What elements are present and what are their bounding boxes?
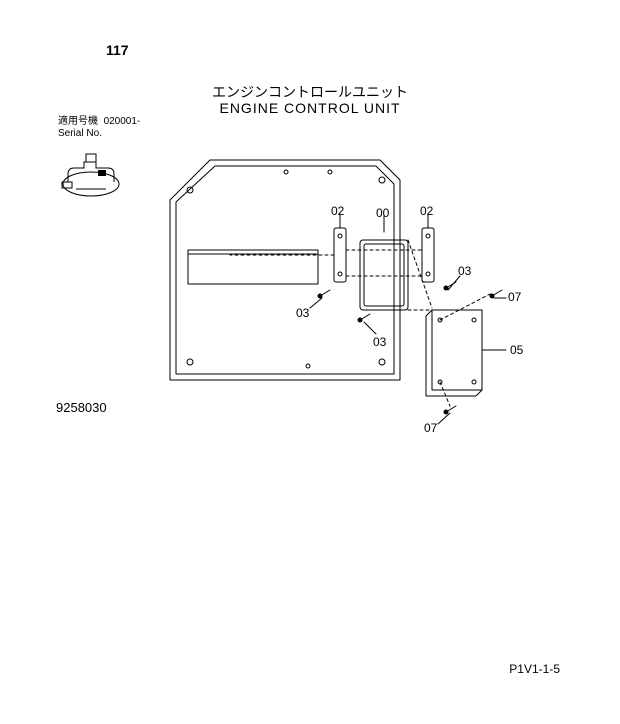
serial-value: 020001- [104,116,141,127]
callout-03b: 03 [373,336,386,348]
callout-07b: 07 [424,422,437,434]
serial-label-en: Serial No. [58,128,102,139]
page-code: P1V1-1-5 [509,662,560,676]
title-japanese: エンジンコントロールユニット [212,82,408,102]
callout-00: 00 [376,207,389,219]
callout-02a: 02 [331,205,344,217]
callout-05: 05 [510,344,523,356]
callout-07a: 07 [508,291,521,303]
title-english: ENGINE CONTROL UNIT [219,100,400,116]
callout-03a: 03 [296,307,309,319]
reference-number: 9258030 [56,400,107,415]
callout-02b: 02 [420,205,433,217]
thumbnail-icon [56,144,126,204]
diagram-main [150,120,550,520]
page-number: 117 [106,42,129,58]
serial-block: 適用号機 020001- Serial No. [58,116,140,140]
serial-label-jp: 適用号機 [58,116,98,127]
callout-03c: 03 [458,265,471,277]
